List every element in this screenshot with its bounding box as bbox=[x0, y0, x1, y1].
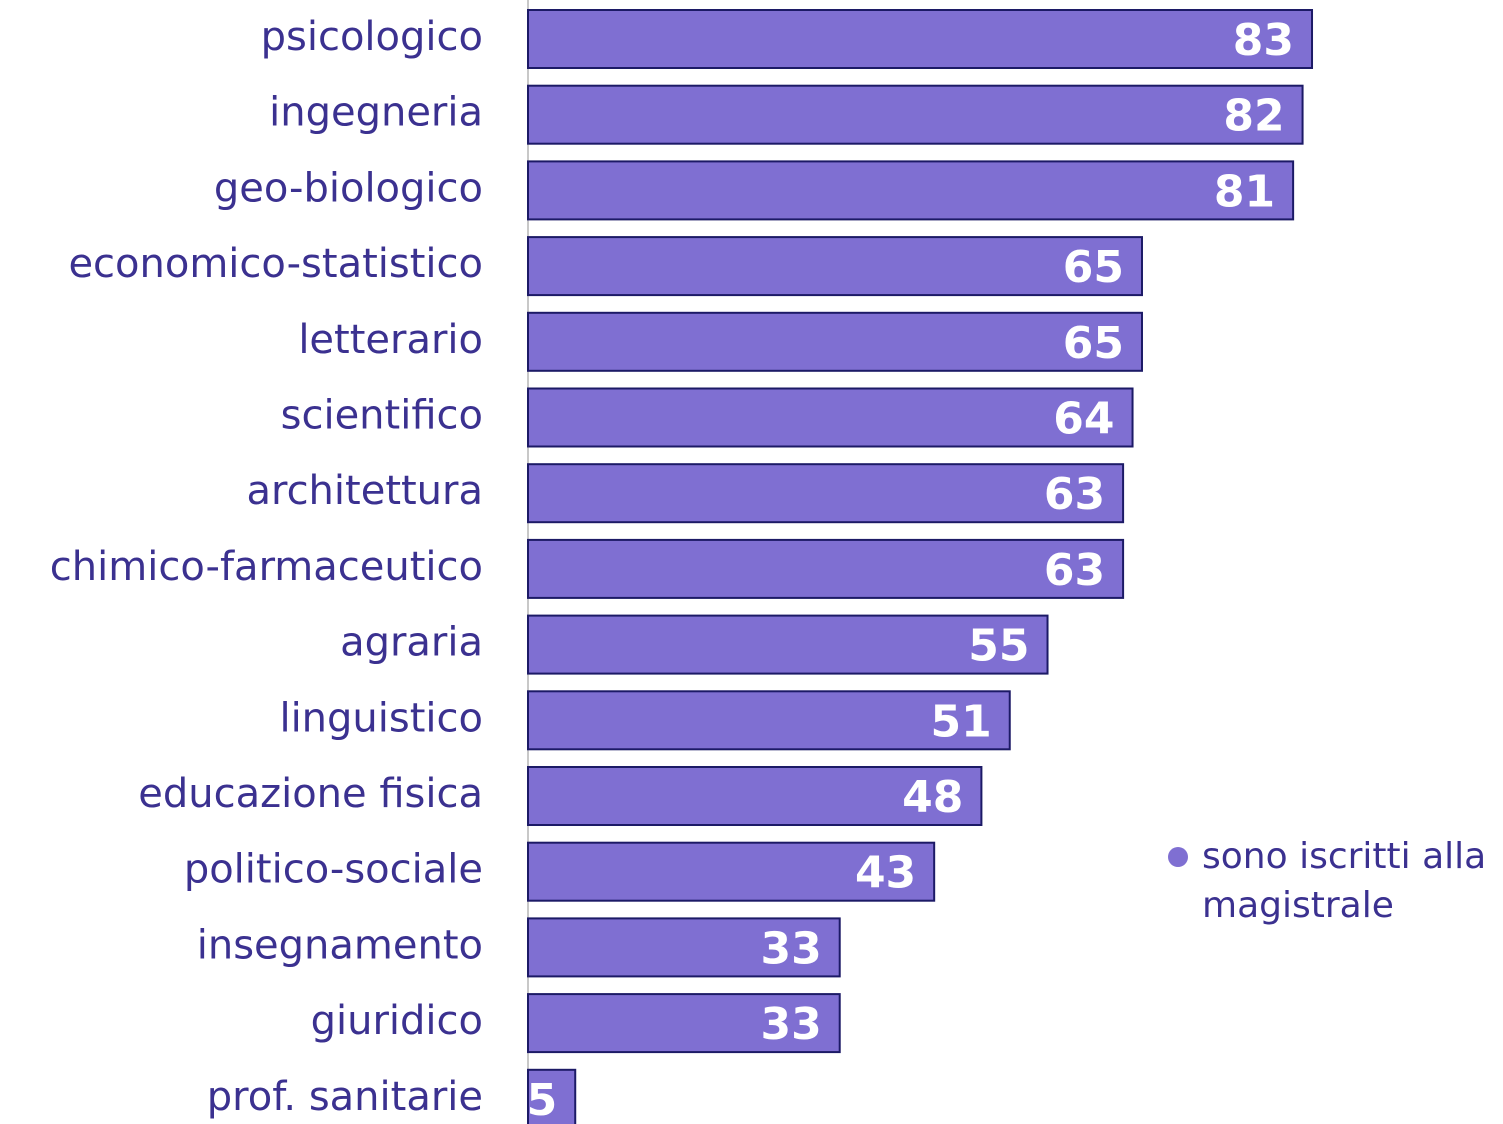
bar bbox=[527, 311, 1143, 372]
bar bbox=[527, 538, 1125, 599]
data-label: 65 bbox=[1063, 318, 1124, 369]
category-label: prof. sanitarie bbox=[207, 1074, 483, 1120]
category-label: ingegneria bbox=[269, 90, 483, 136]
bar bbox=[527, 160, 1295, 221]
legend-label: sono iscritti alla magistrale bbox=[1202, 836, 1487, 926]
bar bbox=[527, 463, 1125, 524]
category-label: educazione fisica bbox=[138, 771, 483, 817]
bar bbox=[527, 993, 841, 1054]
category-label: psicologico bbox=[261, 14, 483, 60]
bar bbox=[527, 766, 983, 826]
bar bbox=[527, 9, 1314, 69]
bar bbox=[527, 841, 936, 902]
category-label: giuridico bbox=[311, 998, 483, 1044]
legend: sono iscritti alla magistrale bbox=[1168, 832, 1498, 930]
category-label: politico-sociale bbox=[184, 847, 483, 893]
bar bbox=[527, 1068, 577, 1124]
category-label: insegnamento bbox=[197, 922, 483, 968]
category-label: letterario bbox=[298, 317, 483, 363]
bar bbox=[527, 614, 1049, 675]
category-label: architettura bbox=[246, 468, 483, 514]
data-label: 65 bbox=[1063, 242, 1124, 293]
data-label: 5 bbox=[527, 1075, 558, 1124]
bar bbox=[527, 387, 1134, 448]
bar bbox=[527, 917, 841, 978]
category-label: economico-statistico bbox=[68, 241, 483, 287]
category-label: scientifico bbox=[281, 393, 483, 439]
data-label: 51 bbox=[931, 696, 992, 747]
data-label: 55 bbox=[968, 621, 1029, 672]
data-label: 81 bbox=[1214, 166, 1275, 217]
category-label: agraria bbox=[340, 620, 483, 666]
bar bbox=[527, 84, 1304, 145]
category-label: linguistico bbox=[279, 695, 483, 741]
data-label: 82 bbox=[1223, 91, 1284, 142]
data-label: 33 bbox=[760, 923, 821, 974]
data-label: 63 bbox=[1044, 469, 1105, 520]
bar bbox=[527, 690, 1011, 751]
category-label: geo-biologico bbox=[214, 165, 483, 211]
data-label: 48 bbox=[902, 772, 963, 823]
bar bbox=[527, 236, 1143, 297]
data-label: 33 bbox=[760, 999, 821, 1050]
data-label: 83 bbox=[1233, 15, 1294, 66]
data-label: 63 bbox=[1044, 545, 1105, 596]
data-label: 43 bbox=[855, 848, 916, 899]
category-label: chimico-farmaceutico bbox=[50, 544, 483, 590]
data-label: 64 bbox=[1053, 394, 1114, 445]
legend-marker bbox=[1168, 847, 1188, 867]
